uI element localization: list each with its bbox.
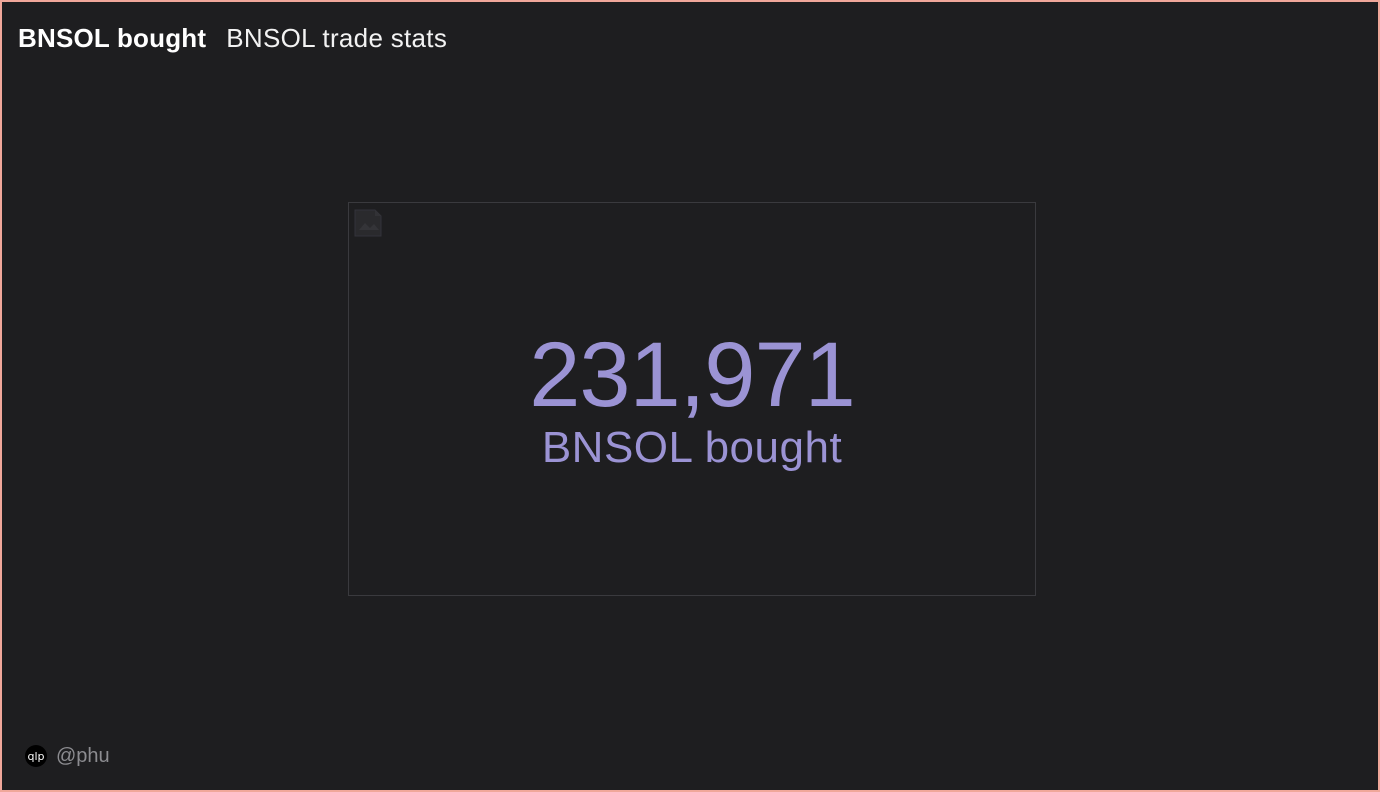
- author-handle[interactable]: @phu: [56, 745, 110, 767]
- dune-logo-icon[interactable]: qlp: [24, 744, 48, 768]
- broken-image-icon: [354, 209, 382, 237]
- counter-value: 231,971: [529, 324, 856, 426]
- counter-label: BNSOL bought: [541, 423, 843, 472]
- page-title: BNSOL bought: [18, 23, 207, 53]
- page-subtitle: BNSOL trade stats: [226, 23, 448, 53]
- footer: qlp @phu: [24, 744, 110, 768]
- counter-card: 231,971 BNSOL bought: [348, 202, 1036, 596]
- header: BNSOL bought BNSOL trade stats: [18, 22, 447, 54]
- svg-text:qlp: qlp: [27, 750, 44, 763]
